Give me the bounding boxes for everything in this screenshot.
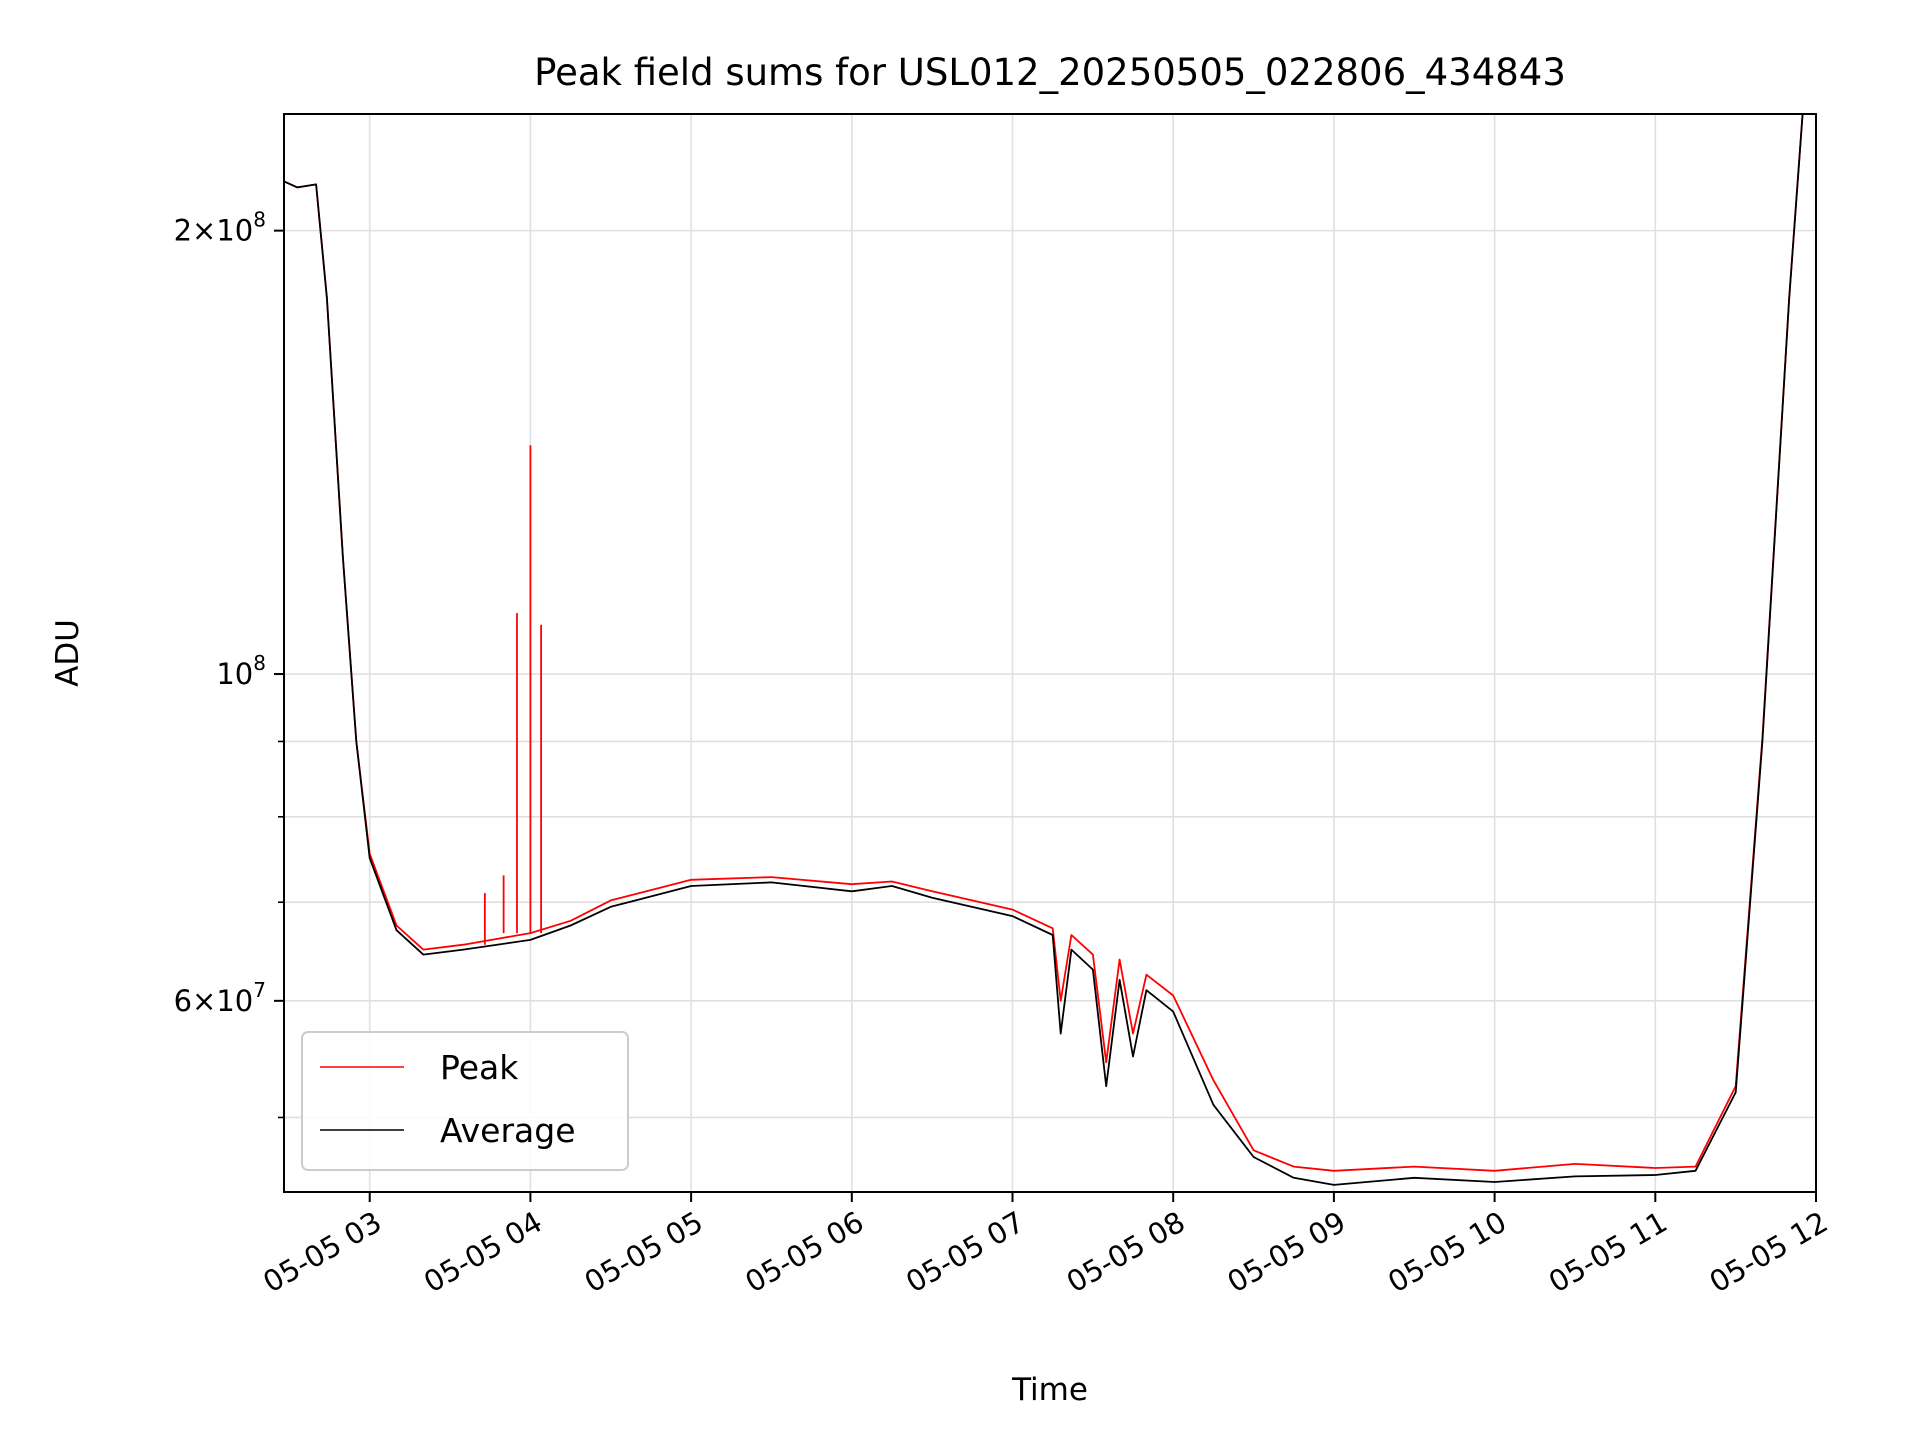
legend-label-average: Average bbox=[440, 1111, 576, 1150]
y-tick-label: 6×107 bbox=[174, 978, 266, 1018]
legend: Peak Average bbox=[301, 1031, 629, 1171]
y-tick-label: 108 bbox=[216, 651, 266, 691]
series-line-average bbox=[284, 114, 1804, 1186]
plot-frame bbox=[283, 113, 1817, 1193]
grid bbox=[284, 114, 1816, 1192]
y-tick-label: 2×108 bbox=[174, 208, 266, 248]
series-line-peak bbox=[284, 114, 1804, 1172]
y-axis: 6×107 108 2×108 bbox=[174, 208, 284, 1119]
plot-series bbox=[284, 114, 1804, 1186]
x-axis-title: Time bbox=[1011, 1372, 1088, 1408]
y-axis-title: ADU bbox=[50, 619, 86, 687]
legend-label-peak: Peak bbox=[440, 1048, 519, 1087]
chart-title: Peak field sums for USL012_20250505_0228… bbox=[534, 51, 1566, 94]
